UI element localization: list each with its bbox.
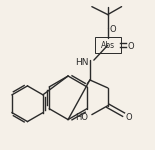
Text: Abs: Abs xyxy=(101,41,115,50)
Text: O: O xyxy=(127,42,134,51)
Text: O: O xyxy=(125,113,132,122)
FancyBboxPatch shape xyxy=(95,37,121,53)
Text: O: O xyxy=(109,25,116,34)
Text: HN: HN xyxy=(75,58,89,67)
Text: HO: HO xyxy=(75,113,89,122)
